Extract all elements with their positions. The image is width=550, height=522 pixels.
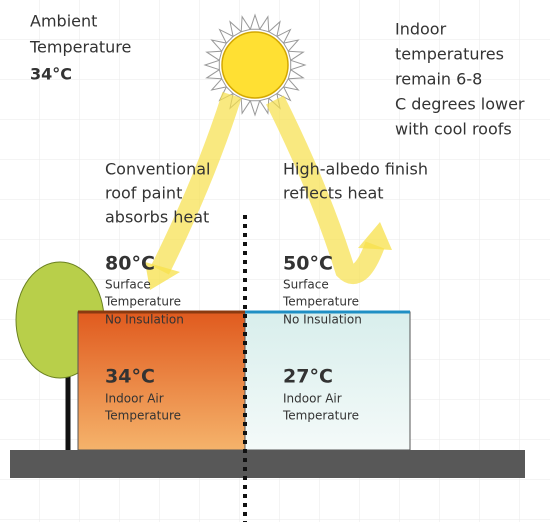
sun-ray	[229, 20, 243, 38]
label: Temperature	[104, 409, 181, 423]
label: remain 6-8	[395, 70, 482, 89]
label: Indoor	[395, 20, 447, 39]
sun-ray	[218, 28, 234, 44]
label: Temperature	[104, 295, 181, 309]
value: 34°C	[30, 65, 72, 84]
sun-ray	[267, 20, 281, 38]
sun-ray	[287, 50, 305, 62]
label: Ambient	[30, 12, 97, 31]
indoor-value: 27°C	[283, 366, 333, 388]
label: with cool roofs	[395, 120, 512, 139]
surface-value: 80°C	[105, 253, 155, 275]
sun-ray	[276, 28, 292, 44]
label: Temperature	[29, 38, 131, 57]
surface-value: 50°C	[283, 253, 333, 275]
absorbed-ray	[151, 91, 242, 275]
caption: reflects heat	[283, 184, 384, 203]
caption: roof paint	[105, 184, 182, 203]
sun	[203, 13, 307, 117]
sun-ray	[240, 97, 252, 115]
reflected-ray	[266, 95, 385, 284]
sun-ray	[210, 39, 228, 53]
sun-ray	[205, 68, 223, 80]
label: temperatures	[395, 45, 504, 64]
label: Temperature	[282, 409, 359, 423]
sun-ray	[287, 68, 305, 80]
indoor-value: 34°C	[105, 366, 155, 388]
ground	[10, 450, 525, 478]
label: Surface	[283, 278, 329, 292]
label: Temperature	[282, 295, 359, 309]
caption: absorbs heat	[105, 208, 209, 227]
sun-ray	[240, 15, 252, 33]
sun-ray	[203, 59, 220, 71]
label: Indoor Air	[283, 392, 342, 406]
sun-ray	[210, 77, 228, 91]
sun-ray	[290, 59, 307, 71]
label: C degrees lower	[395, 95, 525, 114]
arrow-head	[358, 222, 392, 250]
sun-ray	[205, 50, 223, 62]
sun-ray	[258, 15, 270, 33]
cool-roof-room	[244, 311, 411, 451]
conventional-room	[77, 311, 246, 451]
sun-ray	[249, 100, 261, 117]
caption: Conventional	[105, 160, 210, 179]
label: No Insulation	[283, 313, 362, 327]
sun-ray	[282, 39, 300, 53]
sun-ray	[282, 77, 300, 91]
label: No Insulation	[105, 313, 184, 327]
label: Indoor Air	[105, 392, 164, 406]
label: Surface	[105, 278, 151, 292]
sun-ray	[249, 13, 261, 30]
arrow-head	[145, 262, 180, 290]
caption: High-albedo finish	[283, 160, 428, 179]
